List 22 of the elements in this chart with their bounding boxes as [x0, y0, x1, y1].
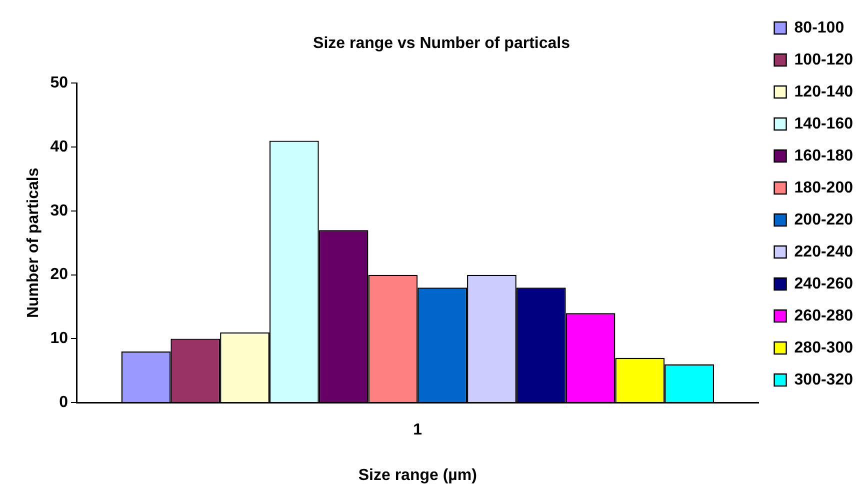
y-tick-label: 10 — [50, 330, 68, 348]
y-tick-label: 50 — [50, 74, 68, 92]
legend-label: 160-180 — [794, 147, 854, 164]
legend-label: 280-300 — [794, 339, 854, 356]
legend-label: 180-200 — [794, 179, 854, 196]
legend-label: 80-100 — [794, 19, 844, 36]
y-axis-title: Number of particals — [25, 168, 42, 318]
legend-label: 240-260 — [794, 275, 854, 292]
y-tick-label: 0 — [59, 394, 68, 412]
legend-label: 200-220 — [794, 211, 854, 228]
legend-label: 260-280 — [794, 307, 854, 324]
legend-label: 100-120 — [794, 51, 854, 68]
y-tick-label: 20 — [50, 266, 68, 284]
y-tick-label: 40 — [50, 138, 68, 156]
y-tick-label: 30 — [50, 202, 68, 220]
legend-label: 120-140 — [794, 83, 854, 100]
legend-label: 300-320 — [794, 371, 854, 388]
legend-label: 220-240 — [794, 243, 854, 260]
legend-label: 140-160 — [794, 115, 854, 132]
x-tick-label: 1 — [413, 422, 422, 439]
x-axis-title: Size range (µm) — [358, 466, 477, 484]
chart-title: Size range vs Number of particals — [313, 35, 570, 52]
